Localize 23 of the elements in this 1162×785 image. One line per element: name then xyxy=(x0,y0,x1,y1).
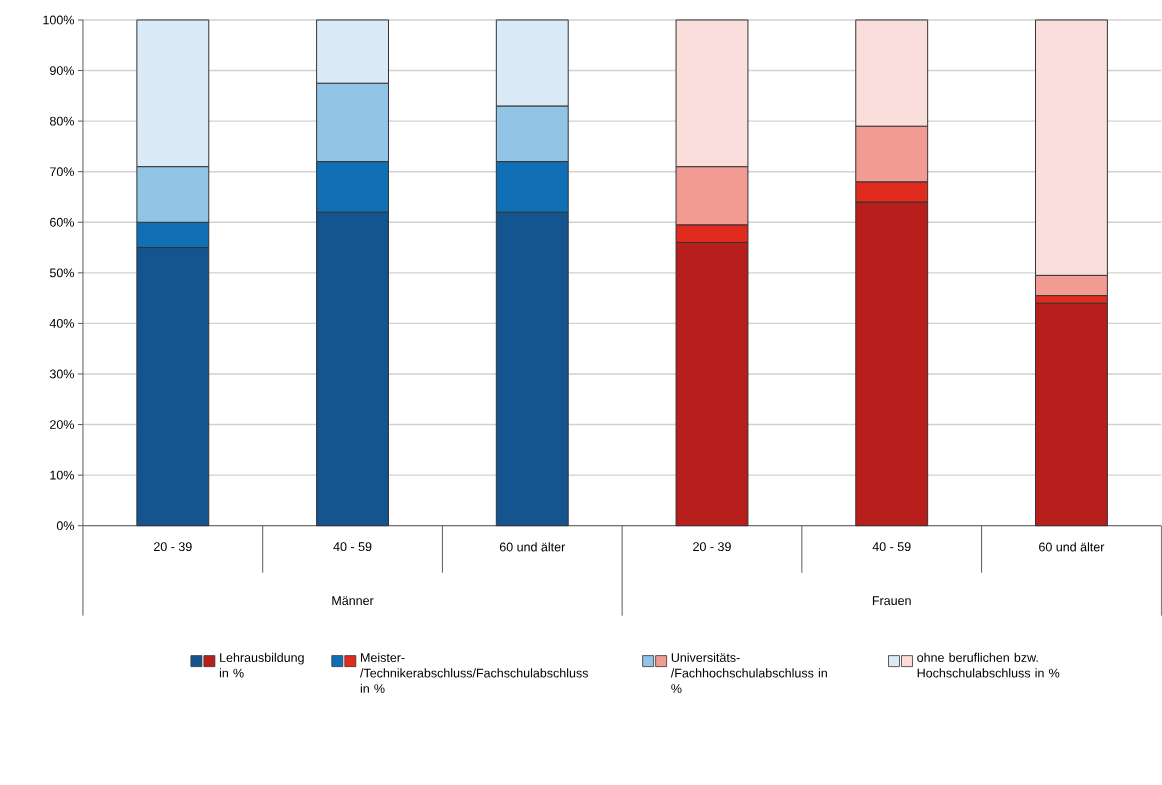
text: Männer xyxy=(332,596,374,606)
y-tick-label: 70% xyxy=(50,167,74,177)
x-tick-label: 40 - 59 xyxy=(872,542,911,552)
x-tick-label: 20 - 39 xyxy=(154,542,192,552)
y-tick-label: 0% xyxy=(56,521,74,531)
text: Frauen xyxy=(872,596,911,606)
y-tick-label: 20% xyxy=(50,420,74,430)
x-tick-label: 20 - 39 xyxy=(693,542,731,552)
y-tick-label: 90% xyxy=(50,66,74,76)
y-tick-label: 40% xyxy=(49,319,74,329)
x-tick-label: 60 und älter xyxy=(499,542,566,552)
y-tick-label: 10% xyxy=(50,470,74,480)
y-tick-label: 60% xyxy=(50,218,74,227)
y-tick-label: 30% xyxy=(49,369,74,379)
legend-label: Lehrausbildung in % xyxy=(219,653,304,678)
x-tick-label: 40 - 59 xyxy=(333,542,372,552)
legend-label: Universitäts-/Fachhochschulabschluss in % xyxy=(670,653,827,694)
y-tick-label: 100% xyxy=(43,15,74,25)
x-tick-label: 60 und älter xyxy=(1039,542,1105,552)
y-tick-label: 50% xyxy=(49,268,74,278)
y-tick-label: 80% xyxy=(49,116,74,126)
legend-label: Meister-/Technikerabschluss/Fachschulabschluss in % xyxy=(360,653,588,694)
legend-label: ohne beruflichen bzw. Hochschulabschluss in % xyxy=(917,653,1060,678)
